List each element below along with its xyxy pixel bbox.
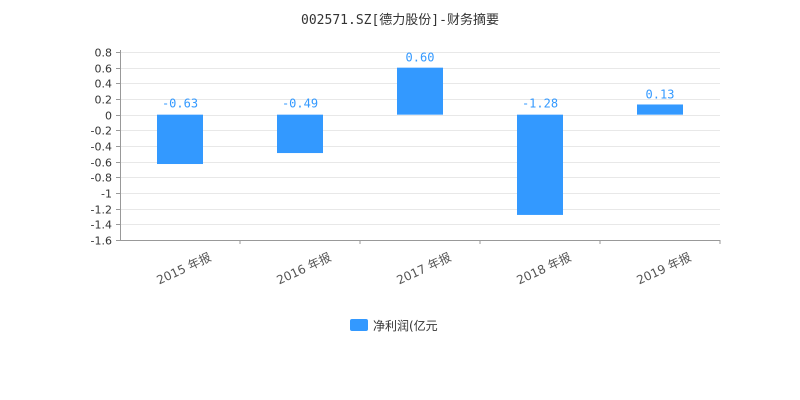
data-label: -1.28 xyxy=(522,97,558,111)
bar[interactable] xyxy=(277,114,323,154)
x-tick-label: 2018 年报 xyxy=(514,249,573,287)
y-tick-label: -1 xyxy=(101,188,112,201)
x-tick-label: 2017 年报 xyxy=(394,249,453,287)
data-label: -0.63 xyxy=(162,97,198,111)
y-tick-label: 0.6 xyxy=(95,63,113,76)
y-tick-label: 0.4 xyxy=(95,78,113,91)
bar-series xyxy=(157,67,683,215)
data-label: 0.13 xyxy=(646,87,675,101)
x-tick-label: 2015 年报 xyxy=(154,249,213,287)
bar[interactable] xyxy=(157,114,203,165)
y-tick-label: -0.8 xyxy=(91,172,112,185)
y-tick-label: -0.6 xyxy=(91,157,112,170)
y-tick-label: -0.2 xyxy=(91,125,112,138)
y-tick-label: -1.2 xyxy=(91,204,112,217)
y-tick-label: 0 xyxy=(105,110,112,123)
y-tick-label: 0.8 xyxy=(95,47,113,60)
x-tick-label: 2016 年报 xyxy=(274,249,333,287)
y-tick-label: -1.4 xyxy=(91,219,112,232)
legend[interactable]: 净利润(亿元 xyxy=(350,318,438,333)
data-label: 0.60 xyxy=(406,51,435,65)
bar[interactable] xyxy=(637,104,683,115)
chart-title: 002571.SZ[德力股份]-财务摘要 xyxy=(301,12,499,28)
y-tick-label: -1.6 xyxy=(91,235,112,248)
data-labels: -0.63 -0.49 0.60 -1.28 0.13 xyxy=(162,51,675,111)
y-tick-label: -0.4 xyxy=(91,141,112,154)
bar[interactable] xyxy=(397,67,443,115)
bar[interactable] xyxy=(517,114,563,215)
y-tick-label: 0.2 xyxy=(95,94,113,107)
data-label: -0.49 xyxy=(282,97,318,111)
legend-label: 净利润(亿元 xyxy=(373,318,438,333)
legend-swatch xyxy=(350,319,368,331)
x-tick-label: 2019 年报 xyxy=(634,249,693,287)
